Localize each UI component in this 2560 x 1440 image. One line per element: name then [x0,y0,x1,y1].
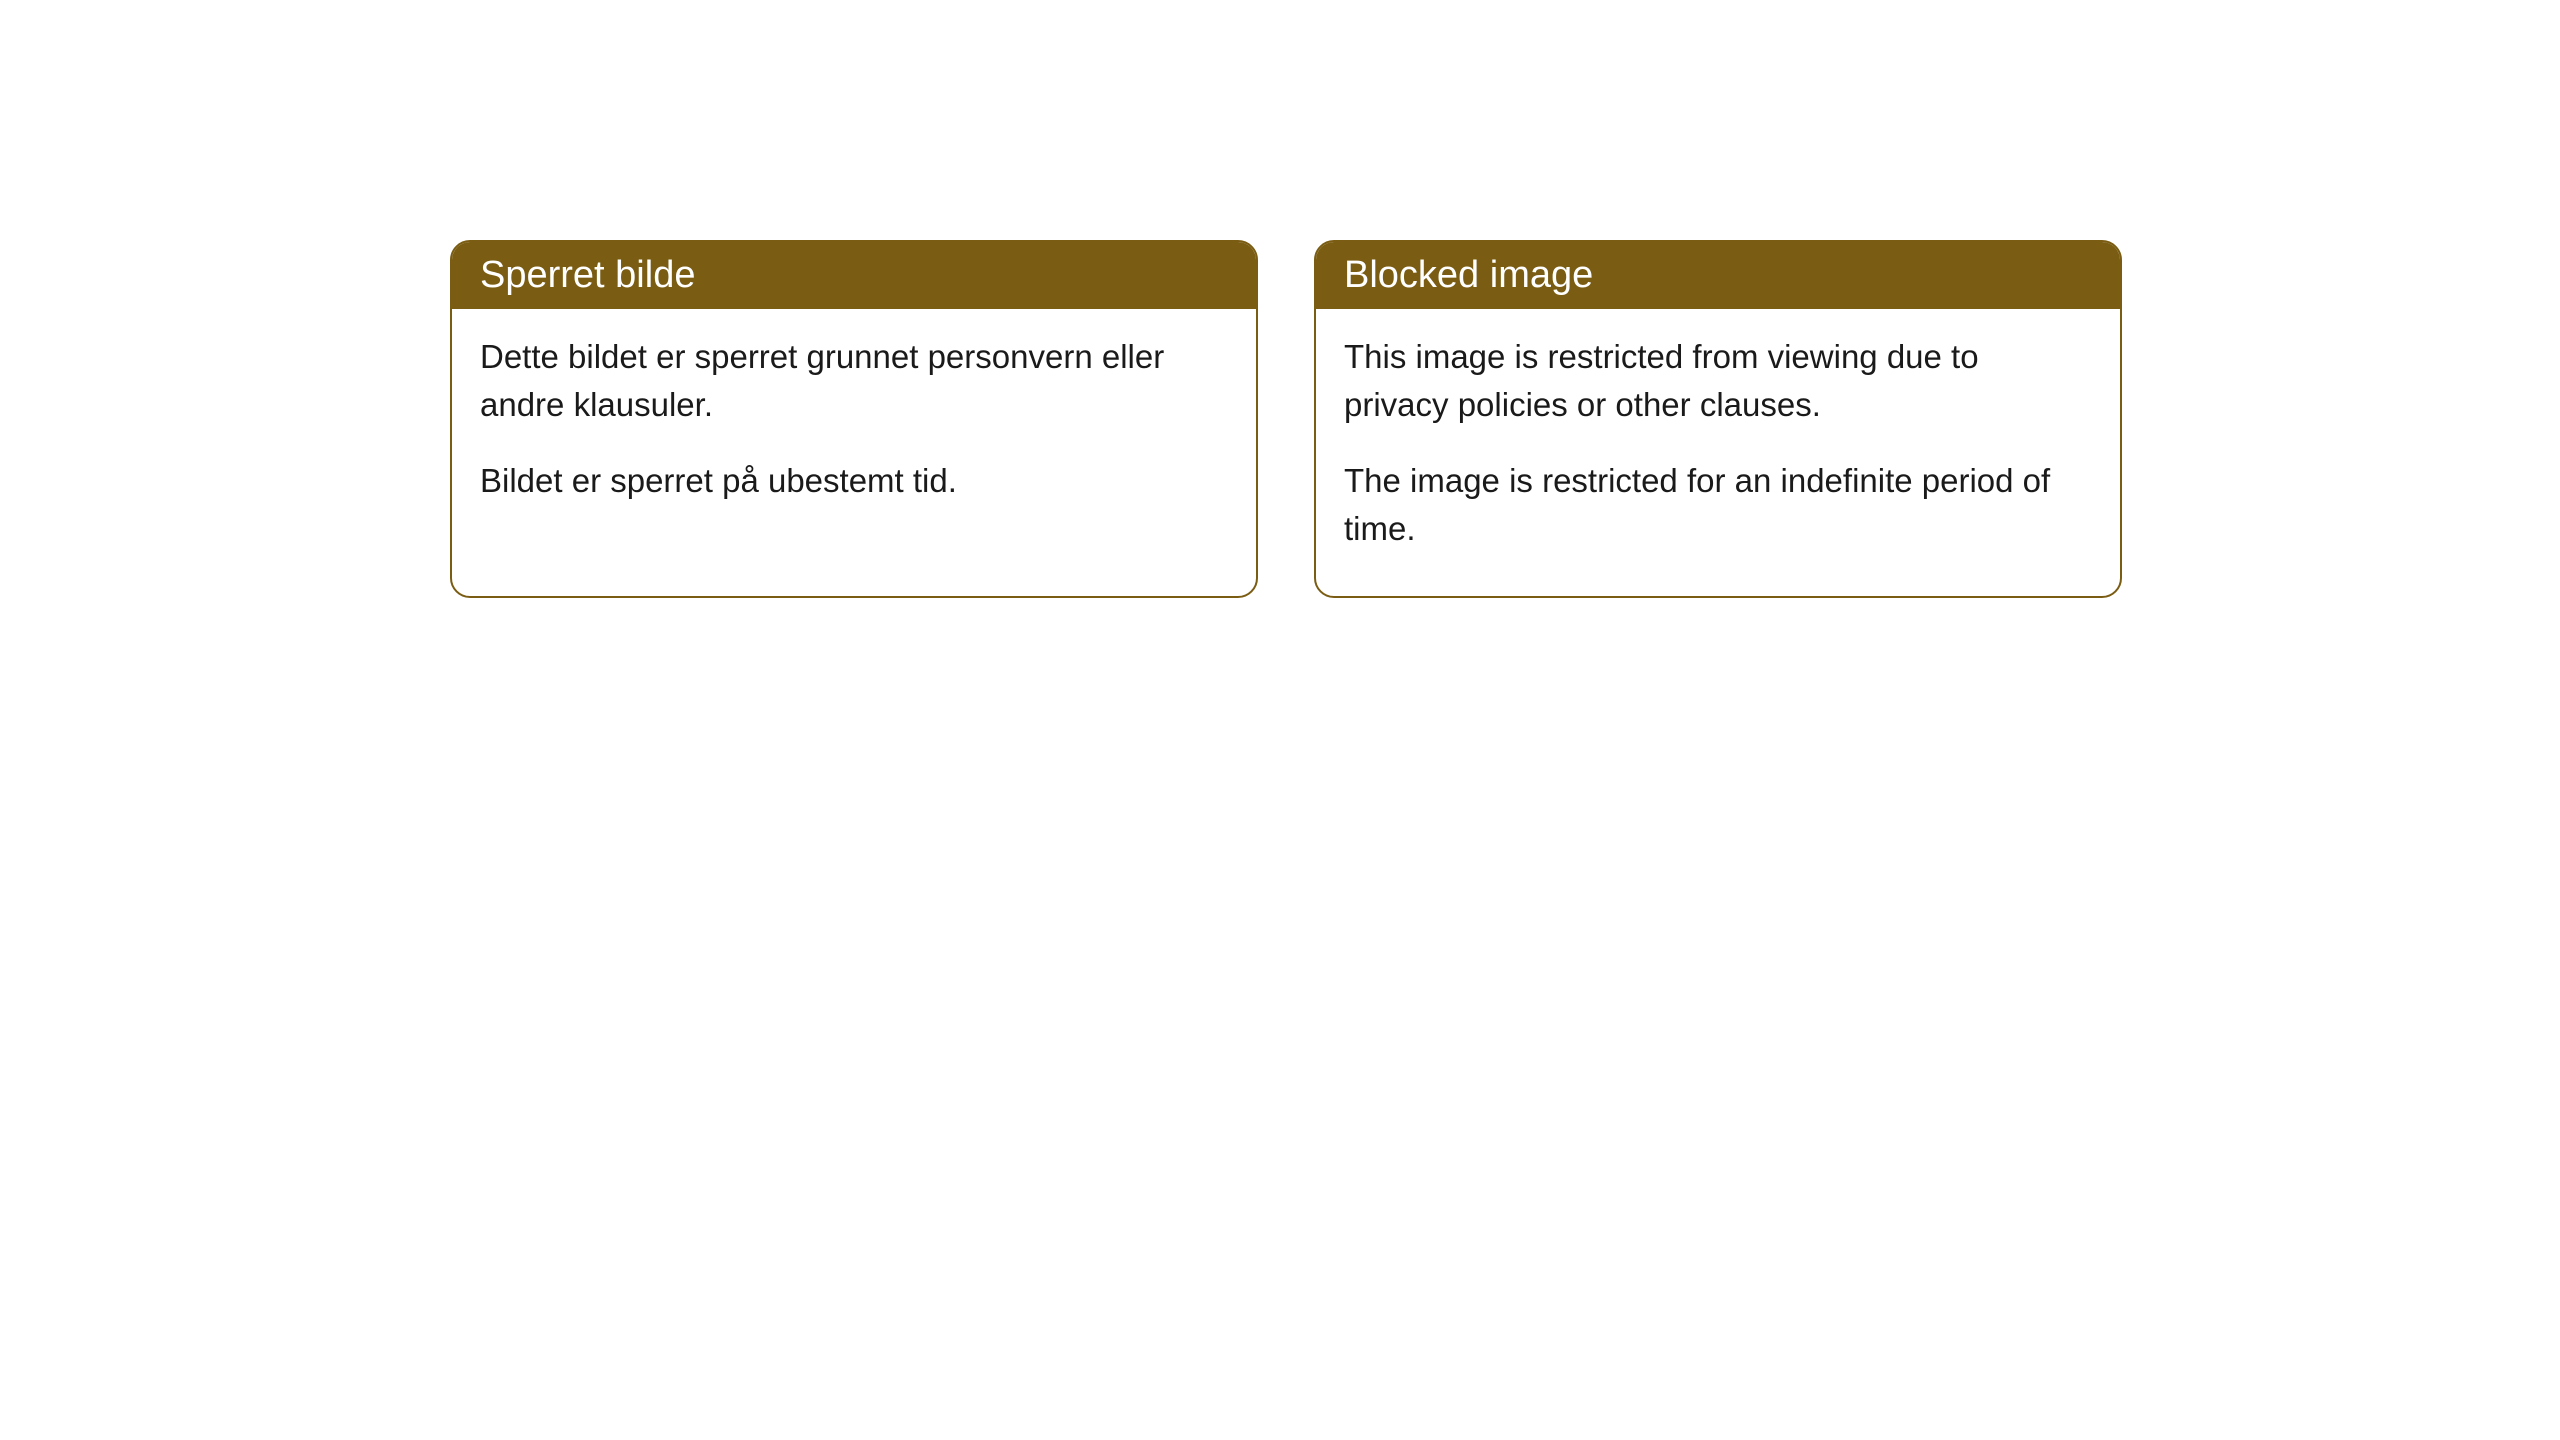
card-paragraph-2-no: Bildet er sperret på ubestemt tid. [480,457,1228,505]
card-paragraph-1-no: Dette bildet er sperret grunnet personve… [480,333,1228,429]
card-paragraph-1-en: This image is restricted from viewing du… [1344,333,2092,429]
blocked-image-card-no: Sperret bilde Dette bildet er sperret gr… [450,240,1258,598]
card-body-en: This image is restricted from viewing du… [1316,309,2120,596]
card-body-no: Dette bildet er sperret grunnet personve… [452,309,1256,549]
blocked-image-card-en: Blocked image This image is restricted f… [1314,240,2122,598]
card-header-no: Sperret bilde [452,242,1256,309]
card-paragraph-2-en: The image is restricted for an indefinit… [1344,457,2092,553]
notice-cards-container: Sperret bilde Dette bildet er sperret gr… [450,240,2122,598]
card-header-en: Blocked image [1316,242,2120,309]
